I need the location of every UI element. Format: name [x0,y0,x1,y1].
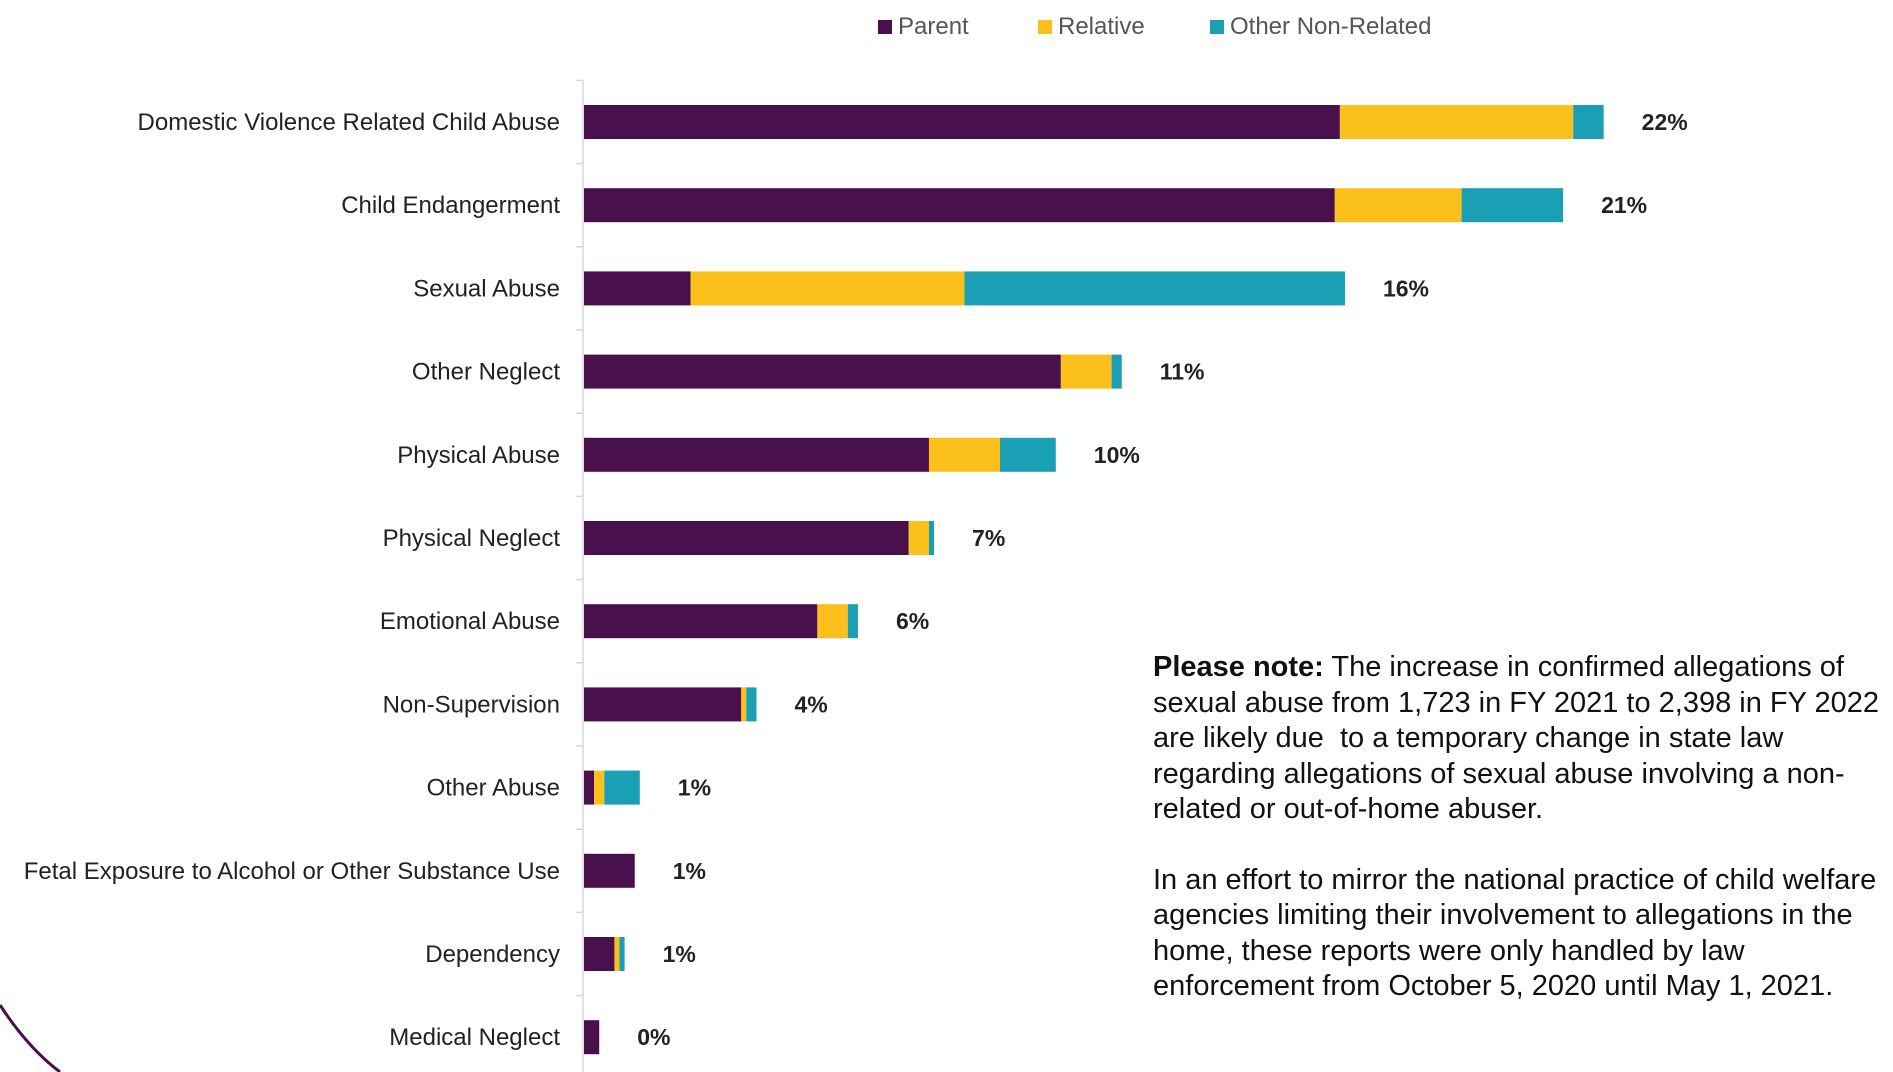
bar-relative-physical-abuse [928,437,1000,472]
legend-swatch-parent [878,20,892,34]
bar-parent-physical-neglect [584,521,909,555]
bar-other-non-related-non-supervision [746,687,757,722]
bar-relative-physical-neglect [908,521,929,555]
chart-legend: Parent Relative Other Non-Related [878,13,1431,40]
category-label: Physical Abuse [397,442,560,469]
category-label: Child Endangerment [341,192,560,219]
decorative-arc [0,1004,61,1072]
total-label: 22% [1642,109,1688,135]
total-label: 6% [896,608,929,634]
bar-other-non-related-domestic-violence-related-child-abuse [1573,105,1604,139]
category-label: Emotional Abuse [380,608,560,635]
bar-relative-dependency [614,937,620,971]
note-paragraph-1: Please note: The increase in confirmed a… [1153,650,1893,828]
bar-parent-fetal-exposure-to-alcohol-or-other-substance-use [584,853,635,888]
bar-other-non-related-other-neglect [1111,354,1122,389]
bar-other-non-related-emotional-abuse [847,604,858,639]
bar-relative-other-neglect [1060,354,1112,389]
total-label: 10% [1094,442,1140,468]
total-label: 16% [1383,275,1429,301]
note-box: Please note: The increase in confirmed a… [1153,650,1893,1005]
bar-parent-sexual-abuse [584,271,691,306]
bar-parent-dependency [584,937,615,971]
legend-label-relative: Relative [1058,13,1145,40]
category-label: Non-Supervision [383,691,560,718]
bar-parent-child-endangerment [584,188,1335,223]
bar-parent-physical-abuse [584,437,929,472]
category-label: Fetal Exposure to Alcohol or Other Subst… [24,858,560,885]
legend-label-parent: Parent [898,13,969,40]
legend-swatch-other-non-related [1210,20,1224,34]
bar-relative-other-abuse [594,770,605,805]
total-label: 7% [972,525,1005,551]
total-label: 0% [637,1024,670,1050]
legend-label-other-non-related: Other Non-Related [1230,13,1431,40]
y-axis-ticks [576,79,583,997]
legend-swatch-relative [1038,20,1052,34]
total-label: 21% [1601,192,1647,218]
category-label: Domestic Violence Related Child Abuse [138,109,560,136]
total-labels: 22% 21% 16% 11% 10% 7% 6% 4% 1% 1% 1% 0% [637,109,1688,1050]
category-labels: Domestic Violence Related Child Abuse Chi… [24,109,561,1051]
total-label: 1% [663,941,696,967]
bar-other-non-related-other-abuse [604,770,640,805]
category-label: Other Neglect [412,359,560,386]
bar-relative-non-supervision [741,687,747,722]
total-label: 11% [1160,359,1205,385]
bar-relative-emotional-abuse [817,604,848,639]
bar-parent-non-supervision [584,687,742,722]
note-paragraph-2: In an effort to mirror the national prac… [1153,863,1885,1003]
bar-relative-child-endangerment [1334,188,1462,223]
category-label: Other Abuse [427,775,560,802]
bar-other-non-related-physical-abuse [999,437,1056,472]
bar-parent-domestic-violence-related-child-abuse [584,105,1340,139]
total-label: 1% [678,775,711,801]
note-text-1: The increase in confirmed allegations of… [1153,651,1888,825]
bar-parent-other-neglect [584,354,1061,389]
bar-other-non-related-child-endangerment [1461,188,1564,223]
total-label: 1% [673,858,706,884]
bar-parent-emotional-abuse [584,604,818,639]
category-label: Dependency [425,941,560,968]
note-bold-label: Please note: [1153,651,1324,683]
bar-other-non-related-physical-neglect [928,521,935,555]
bar-parent-other-abuse [584,770,595,805]
total-label: 4% [794,691,827,717]
category-label: Sexual Abuse [413,275,560,302]
bar-group [584,105,1604,1055]
bar-parent-medical-neglect [584,1020,600,1055]
bar-other-non-related-dependency [619,937,625,971]
category-label: Medical Neglect [389,1024,560,1051]
bar-other-non-related-sexual-abuse [964,271,1345,306]
bar-relative-domestic-violence-related-child-abuse [1339,105,1574,139]
category-label: Physical Neglect [383,525,561,552]
bar-relative-sexual-abuse [690,271,965,306]
